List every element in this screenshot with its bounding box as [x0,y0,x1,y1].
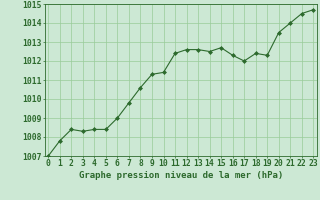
X-axis label: Graphe pression niveau de la mer (hPa): Graphe pression niveau de la mer (hPa) [79,171,283,180]
